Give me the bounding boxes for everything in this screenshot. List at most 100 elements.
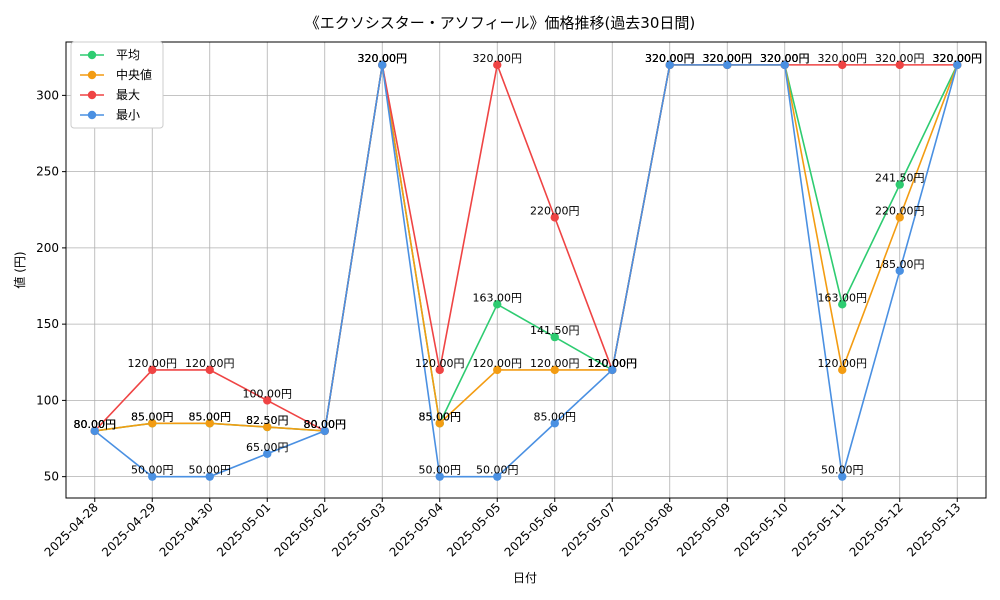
plot-frame (65, 41, 987, 499)
data-label: 320.00円 (818, 52, 868, 65)
legend-swatch-marker (87, 50, 97, 60)
data-label: 80.00円 (304, 418, 347, 431)
x-tick-label: 2025-05-02 (272, 500, 331, 559)
data-label: 320.00円 (358, 52, 408, 65)
data-label: 320.00円 (645, 52, 695, 65)
data-label-layer: 80.00円 85.00円 85.00円 82.50円 80.00円 320.00円 85.… (74, 52, 983, 477)
data-point (550, 213, 559, 222)
y-tick-label: 200 (36, 241, 59, 255)
data-label: 120.00円 (185, 357, 235, 370)
data-label: 85.00円 (419, 410, 462, 423)
data-point (148, 365, 157, 375)
data-point (205, 419, 214, 428)
legend-label: 中央値 (116, 67, 152, 82)
x-tick-label: 2025-04-29 (99, 500, 158, 559)
data-label: 50.00円 (419, 464, 462, 477)
data-point (205, 472, 214, 481)
x-tick-label: 2025-05-13 (904, 500, 963, 559)
data-label: 120.00円 (473, 357, 523, 370)
data-label: 50.00円 (821, 464, 864, 477)
data-label: 65.00円 (246, 441, 289, 454)
data-point (378, 60, 387, 70)
x-tick-label: 2025-05-04 (387, 500, 446, 559)
data-point (608, 365, 617, 375)
data-point (493, 60, 502, 70)
data-label: 50.00円 (476, 464, 519, 477)
data-label: 85.00円 (131, 410, 174, 423)
data-label: 85.00円 (189, 410, 232, 423)
x-tick-label: 2025-05-10 (732, 500, 791, 559)
legend-label: 最大 (116, 88, 140, 102)
x-tick-label: 2025-05-01 (214, 500, 273, 559)
data-label: 50.00円 (131, 464, 174, 477)
data-point (953, 60, 962, 70)
x-tick-label: 2025-04-28 (42, 500, 101, 559)
data-point (838, 365, 847, 375)
data-label: 220.00円 (530, 204, 580, 217)
y-tick-label: 150 (36, 317, 59, 331)
data-label: 85.00円 (189, 410, 232, 423)
y-axis-title: 値 (円) (12, 251, 27, 288)
data-point (320, 426, 329, 436)
data-label: 120.00円 (588, 357, 638, 370)
series-layer (90, 60, 962, 481)
data-label: 320.00円 (760, 52, 810, 65)
data-label: 80.00円 (74, 418, 117, 431)
data-point (493, 472, 502, 481)
series-line (94, 61, 958, 433)
legend-label: 最小 (116, 108, 140, 122)
data-label: 320.00円 (703, 52, 753, 65)
data-label: 320.00円 (875, 52, 925, 65)
data-point (148, 472, 157, 481)
data-point (838, 300, 847, 309)
data-label: 320.00円 (933, 52, 983, 65)
y-tick-label: 300 (36, 88, 59, 102)
x-tick-label: 2025-05-11 (789, 500, 848, 559)
data-label: 80.00円 (304, 418, 347, 431)
data-label: 241.50円 (875, 172, 925, 185)
x-tick-label: 2025-05-12 (847, 500, 906, 559)
data-point (435, 472, 444, 481)
data-label: 320.00円 (473, 52, 523, 65)
data-label: 82.50円 (246, 414, 289, 427)
data-label: 120.00円 (588, 357, 638, 370)
data-point (780, 60, 789, 70)
data-point (895, 213, 904, 222)
x-tick-label: 2025-05-06 (502, 500, 561, 559)
data-label: 220.00円 (875, 204, 925, 217)
data-point (895, 266, 904, 275)
legend-swatch-marker (87, 110, 97, 120)
data-label: 85.00円 (419, 410, 462, 423)
series-最小 (90, 60, 962, 481)
y-tick-label: 50 (44, 470, 59, 484)
data-label: 80.00円 (74, 418, 117, 431)
data-label: 320.00円 (933, 52, 983, 65)
data-label: 163.00円 (818, 291, 868, 304)
data-label: 80.00円 (304, 418, 347, 431)
data-label: 120.00円 (588, 357, 638, 370)
data-label: 85.00円 (534, 410, 577, 423)
data-label: 80.00円 (304, 418, 347, 431)
data-label: 141.50円 (530, 324, 580, 337)
data-point (263, 422, 272, 432)
data-point (493, 365, 502, 375)
legend-swatch-marker (87, 70, 97, 80)
data-label: 120.00円 (818, 357, 868, 370)
data-label: 82.50円 (246, 414, 289, 427)
data-point (493, 300, 502, 309)
series-line (94, 64, 958, 432)
data-label: 320.00円 (645, 52, 695, 65)
data-label: 320.00円 (703, 52, 753, 65)
data-point (665, 60, 674, 70)
data-label: 320.00円 (760, 52, 810, 65)
x-tick-label: 2025-05-05 (444, 500, 503, 559)
data-label: 80.00円 (74, 418, 117, 431)
x-axis-title: 日付 (513, 571, 537, 585)
data-point (838, 472, 847, 481)
data-point (263, 396, 272, 405)
data-label: 120.00円 (588, 357, 638, 370)
x-tick-label: 2025-04-30 (157, 500, 216, 559)
data-label: 320.00円 (760, 52, 810, 65)
x-tick-label: 2025-05-09 (674, 500, 733, 559)
